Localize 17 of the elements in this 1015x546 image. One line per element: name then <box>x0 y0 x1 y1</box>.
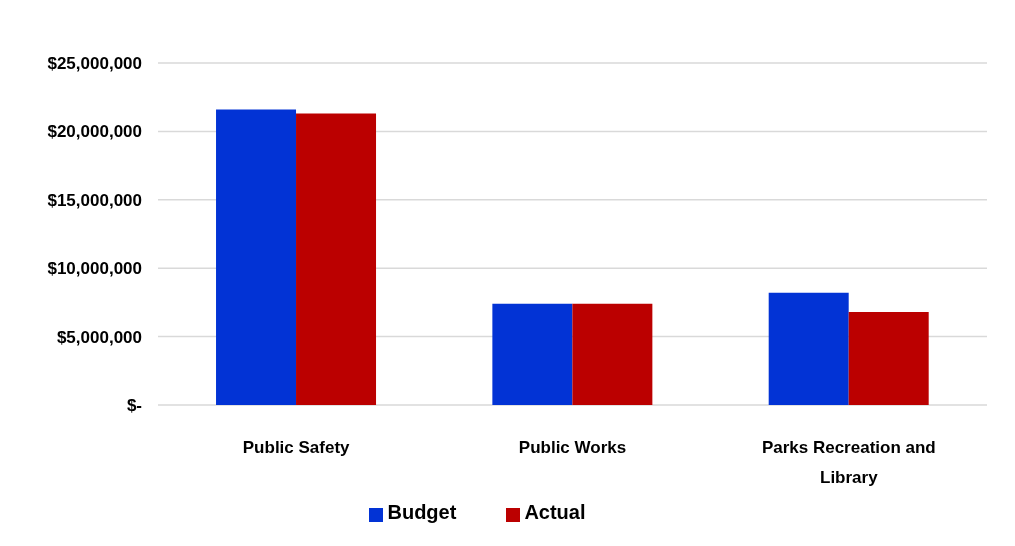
bar <box>572 303 653 405</box>
y-tick-label: $5,000,000 <box>56 327 142 347</box>
bar <box>768 292 849 405</box>
bar <box>848 311 929 405</box>
x-tick-label: Public Works <box>518 438 627 458</box>
bar <box>216 109 297 405</box>
x-tick-label: Parks Recreation and Library <box>761 438 936 488</box>
y-tick-label: $25,000,000 <box>47 54 142 74</box>
legend-label: Actual <box>524 501 586 523</box>
bar <box>296 113 377 405</box>
legend-label: Budget <box>387 501 457 523</box>
y-tick-label: $10,000,000 <box>47 259 142 279</box>
x-tick-label: Public Safety <box>242 438 351 458</box>
bar <box>492 303 573 405</box>
y-tick-label: $15,000,000 <box>47 190 142 210</box>
y-tick-label: $20,000,000 <box>47 122 142 142</box>
y-tick-label: $- <box>126 396 142 416</box>
